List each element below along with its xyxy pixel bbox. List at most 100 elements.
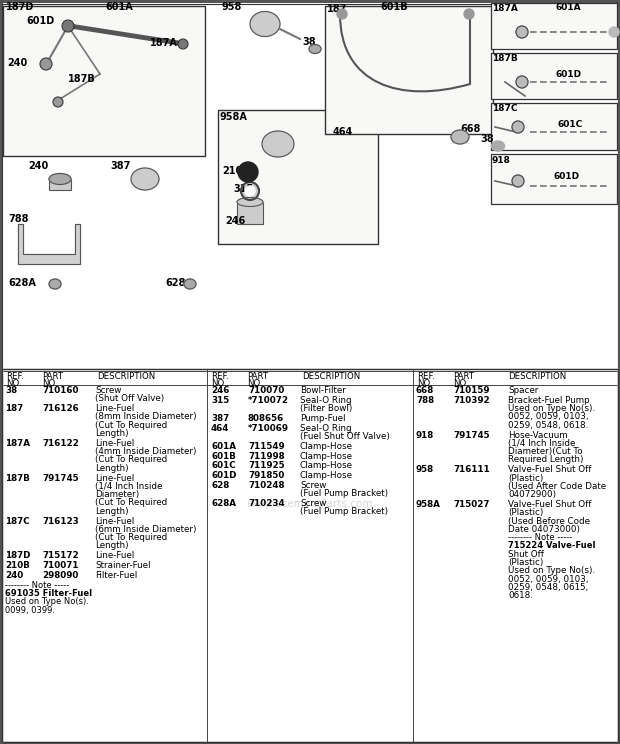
Text: PART: PART — [42, 372, 63, 381]
Text: Strainer-Fuel: Strainer-Fuel — [95, 561, 151, 570]
Text: 246: 246 — [225, 216, 246, 226]
Text: Screw: Screw — [300, 499, 326, 508]
Text: Clamp-Hose: Clamp-Hose — [300, 461, 353, 470]
Text: (6mm Inside Diameter): (6mm Inside Diameter) — [95, 525, 197, 533]
Text: NO.: NO. — [247, 379, 262, 388]
Text: 38: 38 — [480, 134, 494, 144]
Text: 187: 187 — [5, 404, 24, 413]
Circle shape — [238, 162, 258, 182]
Ellipse shape — [451, 130, 469, 144]
Text: (Fuel Pump Bracket): (Fuel Pump Bracket) — [300, 507, 388, 516]
Text: 240: 240 — [28, 161, 48, 171]
Text: NO.: NO. — [6, 379, 22, 388]
Text: 601A: 601A — [211, 442, 236, 451]
Text: 0052, 0059, 0103,: 0052, 0059, 0103, — [508, 412, 588, 421]
Text: Required Length): Required Length) — [508, 455, 583, 464]
Text: (Used Before Code: (Used Before Code — [508, 516, 590, 525]
Text: Filter-Fuel: Filter-Fuel — [95, 571, 137, 580]
Text: 711925: 711925 — [248, 461, 285, 470]
Text: 958A: 958A — [220, 112, 248, 122]
Text: 38: 38 — [302, 37, 316, 47]
Text: Length): Length) — [95, 507, 128, 516]
Circle shape — [464, 9, 474, 19]
Text: Clamp-Hose: Clamp-Hose — [300, 471, 353, 480]
Text: -------- Note -----: -------- Note ----- — [5, 580, 69, 589]
Text: 788: 788 — [416, 396, 434, 405]
Text: (Cut To Required: (Cut To Required — [95, 455, 167, 464]
Text: Valve-Fuel Shut Off: Valve-Fuel Shut Off — [508, 500, 591, 509]
Text: 04072900): 04072900) — [508, 490, 556, 499]
Text: (Cut To Required: (Cut To Required — [95, 498, 167, 507]
Text: 240: 240 — [5, 571, 24, 580]
Text: REF.: REF. — [211, 372, 229, 381]
Text: PART: PART — [453, 372, 474, 381]
Text: 691035 Filter-Fuel: 691035 Filter-Fuel — [5, 589, 92, 598]
Circle shape — [512, 175, 524, 187]
Text: Diameter)(Cut To: Diameter)(Cut To — [508, 447, 583, 456]
Text: 240: 240 — [7, 58, 27, 68]
Text: 210B: 210B — [222, 166, 250, 176]
Circle shape — [179, 40, 187, 48]
Text: Length): Length) — [95, 464, 128, 472]
Text: Seal-O Ring: Seal-O Ring — [300, 396, 352, 405]
Text: 187D: 187D — [5, 551, 30, 560]
Text: 187A: 187A — [150, 38, 178, 48]
Text: Used on Type No(s).: Used on Type No(s). — [508, 566, 595, 575]
Text: (8mm Inside Diameter): (8mm Inside Diameter) — [95, 412, 197, 421]
Text: (Shut Off Valve): (Shut Off Valve) — [95, 394, 164, 403]
Text: 918: 918 — [416, 431, 434, 440]
Text: 187B: 187B — [5, 473, 30, 483]
Text: (Plastic): (Plastic) — [508, 473, 543, 483]
Circle shape — [245, 186, 255, 196]
Text: 716122: 716122 — [42, 439, 79, 448]
Ellipse shape — [492, 141, 505, 151]
Text: 315: 315 — [211, 396, 229, 405]
Bar — [491, 53, 617, 99]
Text: (Filter Bowl): (Filter Bowl) — [300, 404, 352, 413]
Text: 711549: 711549 — [248, 442, 285, 451]
Text: 315: 315 — [233, 184, 253, 194]
Text: (4mm Inside Diameter): (4mm Inside Diameter) — [95, 447, 197, 456]
Text: Date 04073000): Date 04073000) — [508, 525, 580, 533]
Text: 958: 958 — [416, 465, 434, 474]
Bar — [2, 4, 618, 374]
Text: DESCRIPTION: DESCRIPTION — [508, 372, 566, 381]
Bar — [491, 154, 617, 204]
Text: Line-Fuel: Line-Fuel — [95, 404, 135, 413]
Text: Shut Off: Shut Off — [508, 550, 544, 559]
Text: Bowl-Filter: Bowl-Filter — [300, 386, 346, 395]
Text: Spacer: Spacer — [508, 386, 538, 395]
Text: 710070: 710070 — [248, 386, 285, 395]
Bar — [237, 202, 263, 224]
Text: (Cut To Required: (Cut To Required — [95, 420, 167, 430]
Text: 0099, 0399.: 0099, 0399. — [5, 606, 55, 615]
Text: 246: 246 — [211, 386, 229, 395]
Text: 791745: 791745 — [453, 431, 490, 440]
Text: (1/4 Inch Inside: (1/4 Inch Inside — [508, 439, 575, 448]
Ellipse shape — [237, 197, 263, 207]
Text: 715224 Valve-Fuel: 715224 Valve-Fuel — [508, 542, 595, 551]
Text: 0259, 0548, 0615,: 0259, 0548, 0615, — [508, 583, 588, 592]
Text: eReplacementParts.com: eReplacementParts.com — [247, 499, 373, 509]
Text: Pump-Fuel: Pump-Fuel — [300, 414, 345, 423]
Text: 601D: 601D — [555, 70, 581, 79]
Bar — [491, 3, 617, 49]
Text: Line-Fuel: Line-Fuel — [95, 439, 135, 448]
Text: 187B: 187B — [68, 74, 95, 84]
Text: (Plastic): (Plastic) — [508, 508, 543, 517]
Circle shape — [41, 59, 51, 69]
Text: Line-Fuel: Line-Fuel — [95, 551, 135, 560]
Text: 668: 668 — [416, 386, 434, 395]
Text: 628A: 628A — [8, 278, 36, 288]
Text: 788: 788 — [8, 214, 29, 224]
Text: Seal-O Ring: Seal-O Ring — [300, 423, 352, 433]
Text: Clamp-Hose: Clamp-Hose — [300, 442, 353, 451]
Text: *710069: *710069 — [248, 423, 289, 433]
Ellipse shape — [49, 279, 61, 289]
Text: 716111: 716111 — [453, 465, 490, 474]
Text: 628: 628 — [211, 481, 229, 490]
Text: Used on Type No(s).: Used on Type No(s). — [5, 597, 89, 606]
Text: 791850: 791850 — [248, 471, 285, 480]
Text: 710159: 710159 — [453, 386, 490, 395]
Text: NO.: NO. — [453, 379, 469, 388]
